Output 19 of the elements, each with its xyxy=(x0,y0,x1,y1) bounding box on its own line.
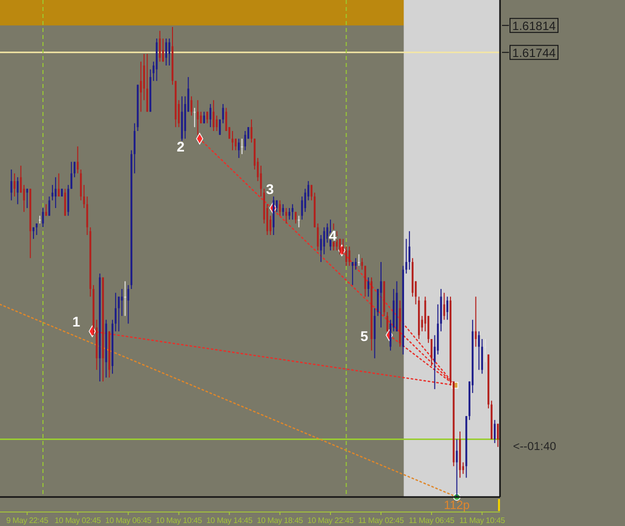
annotation: 4 xyxy=(328,227,337,244)
annotation: 1 xyxy=(72,313,80,330)
x-tick-label: 10 May 02:45 xyxy=(54,516,102,525)
x-tick-label: 10 May 22:45 xyxy=(307,516,354,525)
x-tick-label: 10 May 10:45 xyxy=(156,516,203,525)
x-tick-label: 10 May 14:45 xyxy=(206,516,254,525)
text: 112p xyxy=(444,498,470,512)
annotation: 3 xyxy=(266,181,274,198)
text: <--01:40 xyxy=(513,441,556,454)
x-tick-label: 11 May 02:45 xyxy=(358,516,404,525)
x-tick-label: 11 May 06:45 xyxy=(408,516,456,525)
x-tick-label: 10 May 18:45 xyxy=(256,516,304,525)
y-tick-label: 1.61814 xyxy=(512,18,556,33)
x-tick-label: 9 May 22:45 xyxy=(6,516,49,525)
annotation: 2 xyxy=(176,138,185,155)
y-tick-label: 1.61744 xyxy=(512,46,556,60)
annotation: 5 xyxy=(360,328,368,344)
x-tick-label: 11 May 10:45 xyxy=(459,516,506,525)
x-tick-label: 10 May 06:45 xyxy=(105,516,152,525)
